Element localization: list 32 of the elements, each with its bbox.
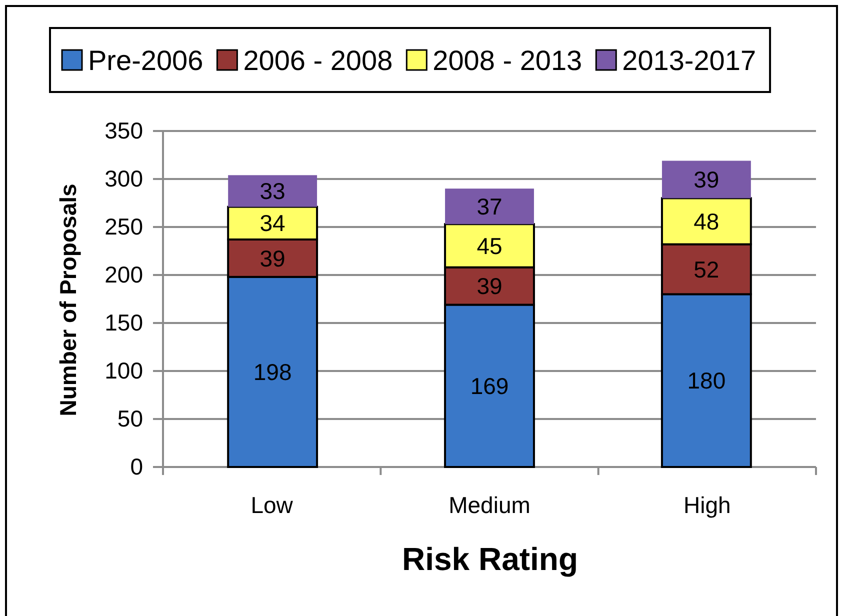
y-tick-label: 350 <box>104 117 143 144</box>
x-tick-label: Low <box>250 492 294 518</box>
data-label: 33 <box>260 178 286 204</box>
legend-label: 2013-2017 <box>622 45 756 76</box>
bar <box>228 175 318 207</box>
data-label: 198 <box>253 359 292 386</box>
legend-label: 2006 - 2008 <box>243 45 393 76</box>
data-label: 39 <box>260 245 286 272</box>
bar <box>662 160 751 198</box>
y-tick-label: 100 <box>104 357 143 384</box>
x-tick-label: High <box>684 492 731 518</box>
legend-label: Pre-2006 <box>88 45 204 76</box>
x-axis-title: Risk Rating <box>402 541 578 577</box>
legend-label: 2008 - 2013 <box>432 45 582 76</box>
data-label: 34 <box>260 210 286 236</box>
data-label: 52 <box>694 256 720 282</box>
data-label: 48 <box>694 208 720 234</box>
y-tick-label: 0 <box>130 453 143 480</box>
y-tick-label: 150 <box>104 309 143 336</box>
data-label: 39 <box>476 273 502 300</box>
data-label: 39 <box>694 166 720 193</box>
x-tick-label: Medium <box>448 492 530 518</box>
data-label: 37 <box>476 193 502 220</box>
y-tick-label: 200 <box>104 261 143 288</box>
data-label: 45 <box>476 232 502 259</box>
data-label: 169 <box>470 372 509 399</box>
y-axis-title: Number of Proposals <box>55 184 81 416</box>
bar <box>445 188 534 224</box>
y-tick-label: 300 <box>104 165 143 192</box>
y-tick-label: 250 <box>104 213 143 240</box>
data-label: 180 <box>687 368 726 394</box>
y-tick-label: 50 <box>117 405 143 432</box>
